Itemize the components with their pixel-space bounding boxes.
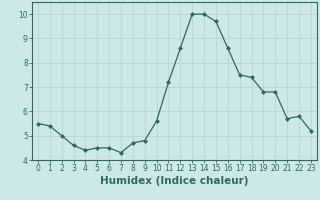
X-axis label: Humidex (Indice chaleur): Humidex (Indice chaleur) (100, 176, 249, 186)
